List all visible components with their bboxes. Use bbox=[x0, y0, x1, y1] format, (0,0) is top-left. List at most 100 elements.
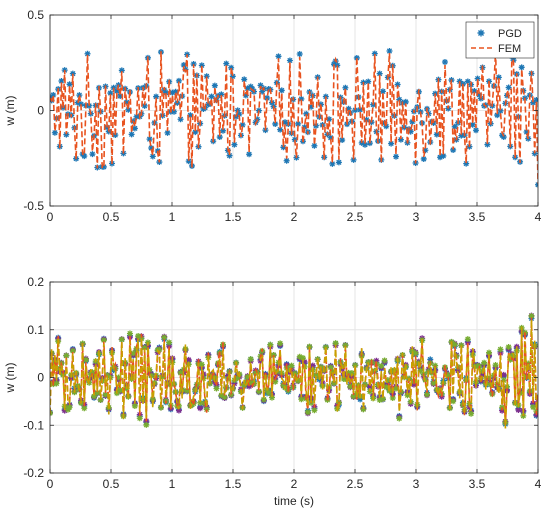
data-point bbox=[379, 88, 386, 95]
data-point bbox=[298, 396, 305, 403]
data-point bbox=[384, 377, 391, 384]
data-point bbox=[393, 385, 400, 392]
data-point bbox=[383, 123, 390, 130]
data-point bbox=[464, 336, 471, 343]
data-point bbox=[277, 340, 284, 347]
data-point bbox=[91, 393, 98, 400]
data-point bbox=[198, 62, 205, 69]
data-point bbox=[282, 119, 289, 126]
data-point bbox=[348, 370, 355, 377]
data-point bbox=[353, 54, 360, 61]
data-point bbox=[239, 121, 246, 128]
data-point bbox=[185, 356, 192, 363]
data-point bbox=[82, 356, 89, 363]
data-point bbox=[407, 128, 414, 135]
data-point bbox=[257, 82, 264, 89]
data-point bbox=[161, 334, 168, 341]
data-point bbox=[146, 136, 153, 143]
data-point bbox=[430, 120, 437, 127]
y-axis-label: w (m) bbox=[3, 96, 17, 127]
data-point bbox=[500, 134, 507, 141]
data-point bbox=[389, 395, 396, 402]
data-point bbox=[360, 406, 367, 413]
data-point bbox=[143, 421, 150, 428]
data-point bbox=[115, 374, 122, 381]
data-point bbox=[330, 379, 337, 386]
data-point bbox=[441, 58, 448, 65]
data-point bbox=[451, 123, 458, 130]
data-point bbox=[51, 129, 58, 136]
data-point bbox=[283, 157, 290, 164]
legend-label-fem: FEM bbox=[498, 43, 521, 55]
data-point bbox=[499, 404, 506, 411]
data-point bbox=[476, 91, 483, 98]
x-tick-label: 1 bbox=[169, 477, 176, 491]
data-point bbox=[451, 341, 458, 348]
data-point bbox=[301, 359, 308, 366]
data-point bbox=[277, 126, 284, 133]
plot-panel-2: 0 0.5 1 1.5 2 2.5 3 3.5 4 -0.2 -0.1 0 0.1 0.2 w (m) tim… bbox=[3, 275, 542, 508]
data-point bbox=[259, 88, 266, 95]
data-point bbox=[117, 93, 124, 100]
data-point bbox=[130, 350, 137, 357]
data-point bbox=[216, 134, 223, 141]
data-point bbox=[417, 367, 424, 374]
data-point bbox=[272, 120, 279, 127]
y-tick-label: -0.5 bbox=[23, 199, 44, 213]
data-point bbox=[309, 362, 316, 369]
data-layer bbox=[50, 312, 538, 429]
data-point bbox=[89, 151, 96, 158]
data-point bbox=[125, 106, 132, 113]
data-point bbox=[366, 383, 373, 390]
data-point bbox=[381, 357, 388, 364]
data-point bbox=[231, 380, 238, 387]
data-point bbox=[304, 409, 311, 416]
data-point bbox=[128, 131, 135, 138]
data-point bbox=[299, 355, 306, 361]
data-point bbox=[197, 399, 204, 406]
data-point bbox=[180, 61, 187, 68]
data-point bbox=[378, 362, 385, 369]
data-point bbox=[221, 394, 228, 401]
data-point bbox=[376, 70, 383, 77]
data-point bbox=[432, 362, 439, 369]
x-tick-label: 0.5 bbox=[103, 477, 120, 491]
data-point bbox=[335, 159, 342, 166]
data-point bbox=[497, 107, 504, 114]
data-point bbox=[523, 129, 530, 136]
x-axis-label: time (s) bbox=[274, 494, 314, 508]
data-point bbox=[241, 76, 248, 83]
data-point bbox=[268, 394, 275, 401]
data-point bbox=[494, 112, 501, 119]
data-point bbox=[265, 389, 272, 396]
data-point bbox=[66, 81, 73, 88]
data-point bbox=[270, 351, 277, 358]
data-point bbox=[342, 342, 349, 349]
data-point bbox=[97, 396, 104, 403]
legend-label-pgd: PGD bbox=[498, 28, 522, 40]
data-point bbox=[427, 356, 434, 363]
data-point bbox=[345, 369, 352, 376]
y-tick-label: 0.2 bbox=[27, 275, 44, 289]
data-point bbox=[190, 60, 197, 67]
data-point bbox=[177, 369, 184, 376]
data-point bbox=[133, 113, 140, 120]
data-point bbox=[203, 406, 210, 413]
data-point bbox=[247, 356, 254, 363]
data-point bbox=[203, 73, 210, 80]
data-point bbox=[433, 131, 440, 138]
data-point bbox=[218, 392, 225, 399]
y-tick-label: 0 bbox=[37, 371, 44, 385]
data-point bbox=[500, 377, 507, 384]
data-point bbox=[396, 96, 403, 103]
data-point bbox=[229, 73, 236, 80]
data-point bbox=[296, 353, 303, 360]
data-point bbox=[264, 94, 271, 101]
data-point bbox=[113, 87, 120, 94]
x-tick-label: 0 bbox=[47, 477, 54, 491]
data-point bbox=[228, 64, 235, 71]
data-point bbox=[412, 350, 419, 357]
data-point bbox=[365, 78, 372, 85]
data-point bbox=[469, 121, 476, 128]
